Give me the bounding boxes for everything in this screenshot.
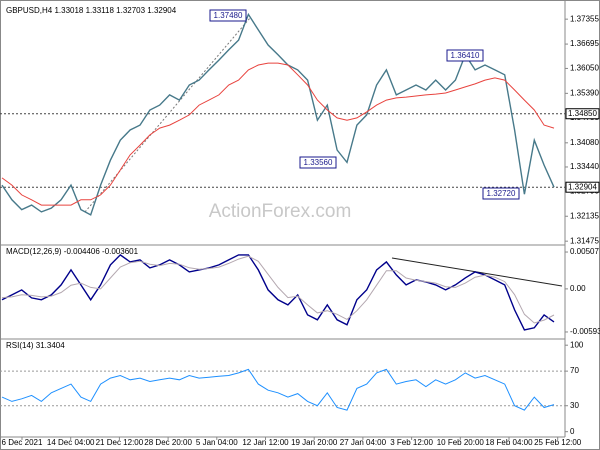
series-line [1,255,555,324]
y-tick-label: 100 [570,340,584,349]
annotation: 1.36410 [451,51,480,60]
watermark: ActionForex.com [209,201,352,222]
series-line [1,368,555,411]
trend-line [84,17,251,213]
x-tick-label: 19 Jan 20:00 [291,438,338,447]
y-tick-label: 0.00 [570,284,586,293]
y-tick-label: 1.33440 [570,162,599,171]
annotation-box [209,9,247,22]
annotation: 1.32720 [487,189,516,198]
y-tick-label: 70 [570,366,579,375]
series-line [1,12,555,216]
level-label: 1.34850 [568,109,597,118]
y-tick-label: 1.32135 [570,211,599,220]
y-tick-label: 1.36050 [570,64,599,73]
y-tick-label: 1.34080 [570,138,599,147]
level-label-box [565,108,600,120]
y-tick-label: -0.00593 [570,327,600,336]
level-label-box [565,181,600,193]
y-tick-label: 1.31475 [570,236,599,245]
annotation-box [446,49,484,62]
panel-title: RSI(14) 31.3404 [6,341,65,350]
x-tick-label: 25 Feb 12:00 [534,438,582,447]
x-tick-label: 6 Dec 2021 [2,438,43,447]
y-tick-label: 1.37355 [570,14,599,23]
y-tick-label: 30 [570,401,579,410]
series-line [1,253,555,331]
x-tick-label: 28 Dec 20:00 [144,438,192,447]
panel-title: GBPUSD,H4 1.33018 1.33118 1.32703 1.3290… [6,6,177,15]
y-tick-label: 1.36695 [570,39,599,48]
annotation-box [482,187,520,200]
x-tick-label: 18 Feb 04:00 [485,438,533,447]
annotation: 1.37480 [214,11,243,20]
panel-title: MACD(12,26,9) -0.004406 -0.003601 [6,247,139,256]
series-line [1,62,555,206]
x-tick-label: 10 Feb 20:00 [437,438,485,447]
annotation: 1.33560 [304,158,333,167]
x-tick-label: 12 Jan 12:00 [242,438,289,447]
x-tick-label: 3 Feb 12:00 [390,438,433,447]
y-tick-label: 0.00507 [570,247,599,256]
x-tick-label: 14 Dec 04:00 [47,438,95,447]
x-tick-label: 27 Jan 04:00 [340,438,387,447]
annotation-box [299,156,337,169]
x-tick-label: 5 Jan 04:00 [196,438,238,447]
y-tick-label: 1.35390 [570,88,599,97]
level-label: 1.32904 [568,182,597,191]
y-tick-label: 0 [570,427,575,436]
x-tick-label: 21 Dec 12:00 [96,438,144,447]
